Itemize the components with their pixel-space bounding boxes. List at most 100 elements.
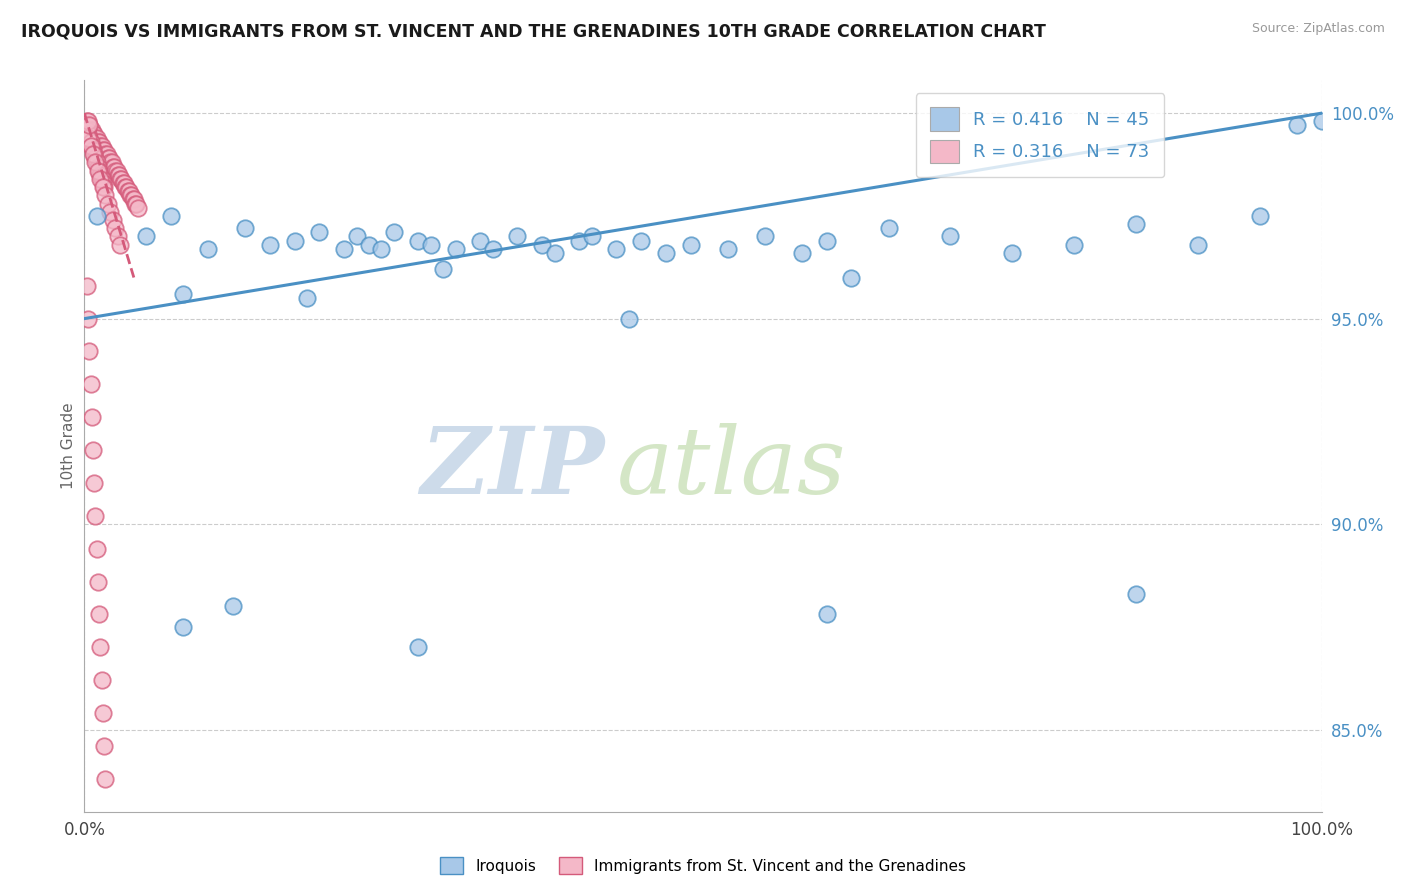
- Point: [77, 127, 100, 141]
- Point: [86, 209, 108, 223]
- Point: [117, 184, 139, 198]
- Point: [655, 245, 678, 260]
- Point: [84, 508, 107, 523]
- Point: [877, 221, 900, 235]
- Point: [86, 541, 108, 556]
- Text: Source: ZipAtlas.com: Source: ZipAtlas.com: [1251, 22, 1385, 36]
- Point: [93, 143, 115, 157]
- Point: [172, 620, 194, 634]
- Point: [79, 139, 101, 153]
- Point: [172, 287, 194, 301]
- Point: [93, 739, 115, 753]
- Point: [1187, 237, 1209, 252]
- Point: [114, 180, 136, 194]
- Point: [121, 193, 143, 207]
- Point: [104, 221, 127, 235]
- Point: [79, 119, 101, 133]
- Point: [94, 772, 117, 786]
- Point: [1001, 245, 1024, 260]
- Point: [89, 168, 111, 182]
- Y-axis label: 10th Grade: 10th Grade: [60, 402, 76, 490]
- Point: [89, 640, 111, 655]
- Point: [222, 599, 245, 614]
- Point: [815, 607, 838, 622]
- Point: [717, 242, 740, 256]
- Point: [160, 209, 183, 223]
- Point: [87, 160, 110, 174]
- Point: [82, 147, 104, 161]
- Point: [295, 291, 318, 305]
- Point: [308, 225, 330, 239]
- Point: [125, 196, 148, 211]
- Point: [89, 135, 111, 149]
- Point: [97, 196, 120, 211]
- Point: [91, 180, 114, 194]
- Point: [103, 160, 125, 174]
- Point: [94, 147, 117, 161]
- Point: [80, 122, 103, 136]
- Point: [77, 130, 100, 145]
- Point: [370, 242, 392, 256]
- Point: [104, 163, 127, 178]
- Point: [76, 122, 98, 136]
- Point: [91, 143, 114, 157]
- Point: [79, 377, 101, 392]
- Point: [127, 201, 149, 215]
- Point: [408, 640, 430, 655]
- Point: [91, 176, 114, 190]
- Point: [110, 237, 132, 252]
- Point: [1310, 114, 1333, 128]
- Point: [110, 172, 132, 186]
- Point: [101, 160, 124, 174]
- Point: [1063, 237, 1085, 252]
- Point: [80, 410, 103, 425]
- Point: [259, 237, 281, 252]
- Point: [815, 234, 838, 248]
- Point: [679, 237, 702, 252]
- Point: [76, 114, 98, 128]
- Point: [605, 242, 627, 256]
- Point: [531, 237, 554, 252]
- Point: [419, 237, 441, 252]
- Point: [1125, 587, 1147, 601]
- Point: [100, 155, 122, 169]
- Point: [83, 475, 105, 490]
- Point: [96, 147, 118, 161]
- Point: [754, 229, 776, 244]
- Point: [1285, 119, 1308, 133]
- Point: [284, 234, 307, 248]
- Point: [111, 176, 134, 190]
- Point: [107, 229, 129, 244]
- Point: [124, 196, 146, 211]
- Point: [630, 234, 652, 248]
- Point: [79, 130, 101, 145]
- Legend: R = 0.416    N = 45, R = 0.316    N = 73: R = 0.416 N = 45, R = 0.316 N = 73: [915, 93, 1164, 178]
- Point: [432, 262, 454, 277]
- Point: [197, 242, 219, 256]
- Point: [135, 229, 157, 244]
- Point: [118, 184, 141, 198]
- Point: [120, 188, 142, 202]
- Point: [568, 234, 591, 248]
- Point: [79, 122, 101, 136]
- Point: [444, 242, 467, 256]
- Point: [470, 234, 492, 248]
- Point: [101, 213, 124, 227]
- Legend: Iroquois, Immigrants from St. Vincent and the Grenadines: Iroquois, Immigrants from St. Vincent an…: [434, 851, 972, 880]
- Point: [357, 237, 380, 252]
- Point: [79, 344, 101, 359]
- Point: [82, 443, 104, 458]
- Point: [90, 172, 112, 186]
- Point: [84, 130, 107, 145]
- Text: atlas: atlas: [616, 423, 846, 513]
- Point: [112, 176, 135, 190]
- Point: [98, 152, 121, 166]
- Point: [506, 229, 529, 244]
- Point: [543, 245, 565, 260]
- Point: [841, 270, 863, 285]
- Point: [105, 163, 128, 178]
- Point: [87, 574, 110, 589]
- Point: [346, 229, 368, 244]
- Point: [1125, 217, 1147, 231]
- Point: [110, 172, 132, 186]
